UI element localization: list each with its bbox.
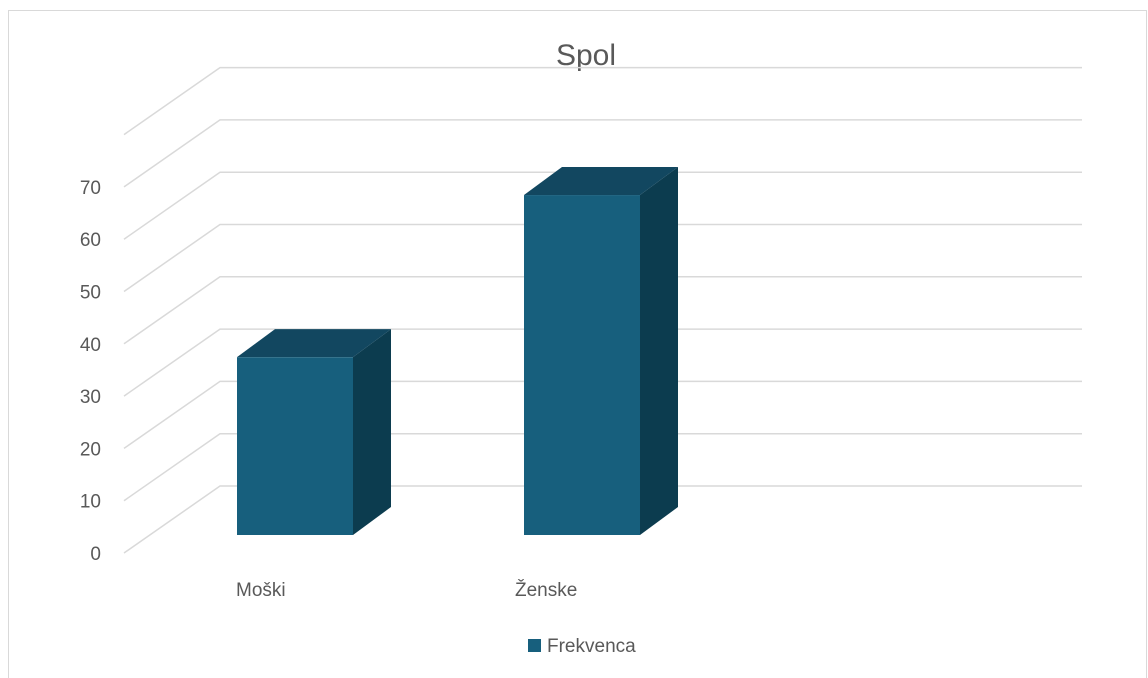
legend: Frekvenca — [528, 636, 636, 657]
gridline — [123, 276, 1082, 345]
y-tick-label: 60 — [80, 230, 101, 251]
y-tick-label: 70 — [80, 178, 101, 199]
bar-side-face — [640, 167, 678, 536]
legend-label-frekvenca: Frekvenca — [547, 636, 636, 657]
gridline — [123, 485, 1082, 554]
bar-front-face — [524, 195, 640, 536]
bar-top-face — [237, 329, 391, 358]
chart-title: Spol — [556, 39, 616, 72]
bars — [237, 167, 678, 536]
gridline — [123, 66, 1082, 136]
bar-moski — [237, 329, 391, 535]
y-tick-label: 10 — [80, 492, 101, 513]
bar-front-face — [237, 357, 353, 535]
x-category-label: Ženske — [515, 579, 577, 601]
y-tick-label: 50 — [80, 283, 101, 304]
y-axis-ticks: 0 10 20 30 40 50 60 70 — [80, 178, 101, 565]
y-tick-label: 30 — [80, 387, 101, 408]
gridlines — [123, 66, 1082, 554]
y-tick-label: 0 — [90, 544, 101, 565]
x-axis-categories: Moški Ženske — [236, 579, 577, 601]
gridline — [123, 380, 1082, 450]
bar-side-face — [353, 329, 391, 535]
gridline — [123, 223, 1082, 293]
bar-zenske — [524, 167, 678, 536]
gridline — [123, 171, 1082, 240]
gridline — [123, 432, 1082, 502]
legend-swatch-frekvenca — [528, 639, 541, 652]
x-category-label: Moški — [236, 580, 286, 601]
bar-top-face — [524, 167, 678, 196]
gridline — [123, 328, 1082, 397]
gridline — [123, 119, 1082, 188]
y-tick-label: 20 — [80, 439, 101, 460]
y-tick-label: 40 — [80, 335, 101, 356]
